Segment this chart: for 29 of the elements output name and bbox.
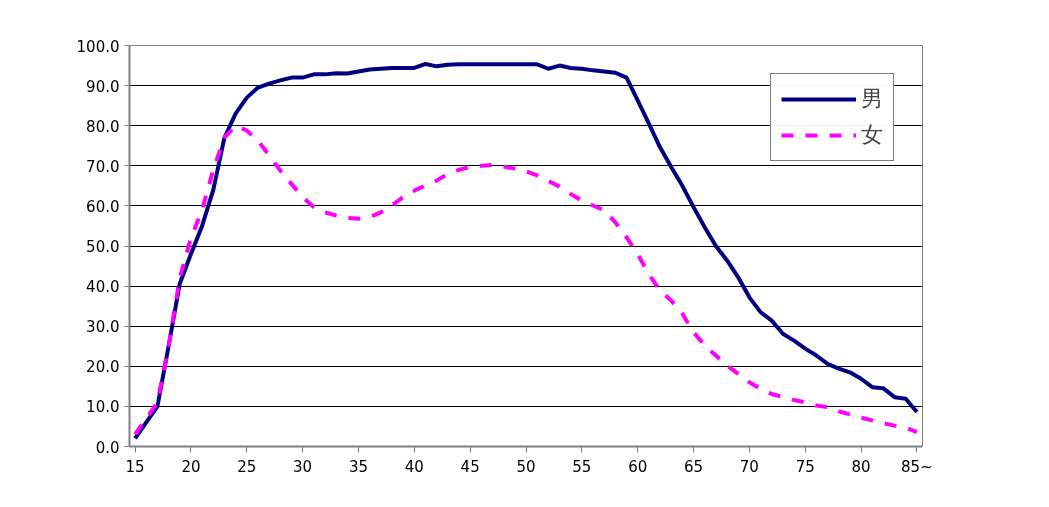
x-tick-label: 30 xyxy=(293,457,313,476)
x-tick-label: 60 xyxy=(628,457,648,476)
x-tick-label: 80 xyxy=(851,457,871,476)
y-tick-label: 10.0 xyxy=(86,398,120,417)
legend-label: 女 xyxy=(861,121,883,149)
y-tick-label: 40.0 xyxy=(86,278,120,297)
y-tick-label: 80.0 xyxy=(86,117,120,136)
y-tick-label: 50.0 xyxy=(86,238,120,256)
legend-label: 男 xyxy=(861,85,883,113)
x-tick-label: 25 xyxy=(237,457,257,476)
x-tick-label: 15 xyxy=(125,457,145,476)
x-tick-label: 65 xyxy=(683,457,704,476)
y-tick-label: 70.0 xyxy=(86,157,120,176)
x-tick-label: 50 xyxy=(516,457,536,476)
x-tick-label: 75 xyxy=(795,457,815,476)
y-tick-label: 90.0 xyxy=(86,77,120,96)
x-tick-label: 40 xyxy=(404,457,424,476)
y-tick-label: 100.0 xyxy=(76,37,120,56)
x-tick-label: 55 xyxy=(572,457,592,476)
x-tick-label: 35 xyxy=(348,457,369,476)
x-tick-label: 85~ xyxy=(901,457,933,476)
y-tick-label: 60.0 xyxy=(86,197,120,216)
x-tick-label: 20 xyxy=(181,457,201,476)
x-tick-label: 45 xyxy=(460,457,480,476)
line-series xyxy=(133,61,919,441)
y-tick-label: 0.0 xyxy=(95,438,120,457)
y-tick-label: 30.0 xyxy=(86,318,120,337)
x-tick-label: 70 xyxy=(739,457,759,476)
y-tick-label: 20.0 xyxy=(86,358,120,377)
